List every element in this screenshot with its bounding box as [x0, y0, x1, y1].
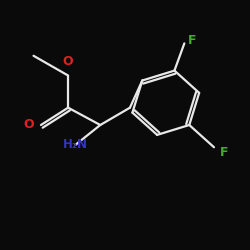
Text: H₂N: H₂N [63, 138, 88, 151]
Text: F: F [220, 146, 228, 159]
Text: O: O [63, 55, 74, 68]
Text: F: F [188, 34, 196, 48]
Text: O: O [23, 118, 34, 132]
